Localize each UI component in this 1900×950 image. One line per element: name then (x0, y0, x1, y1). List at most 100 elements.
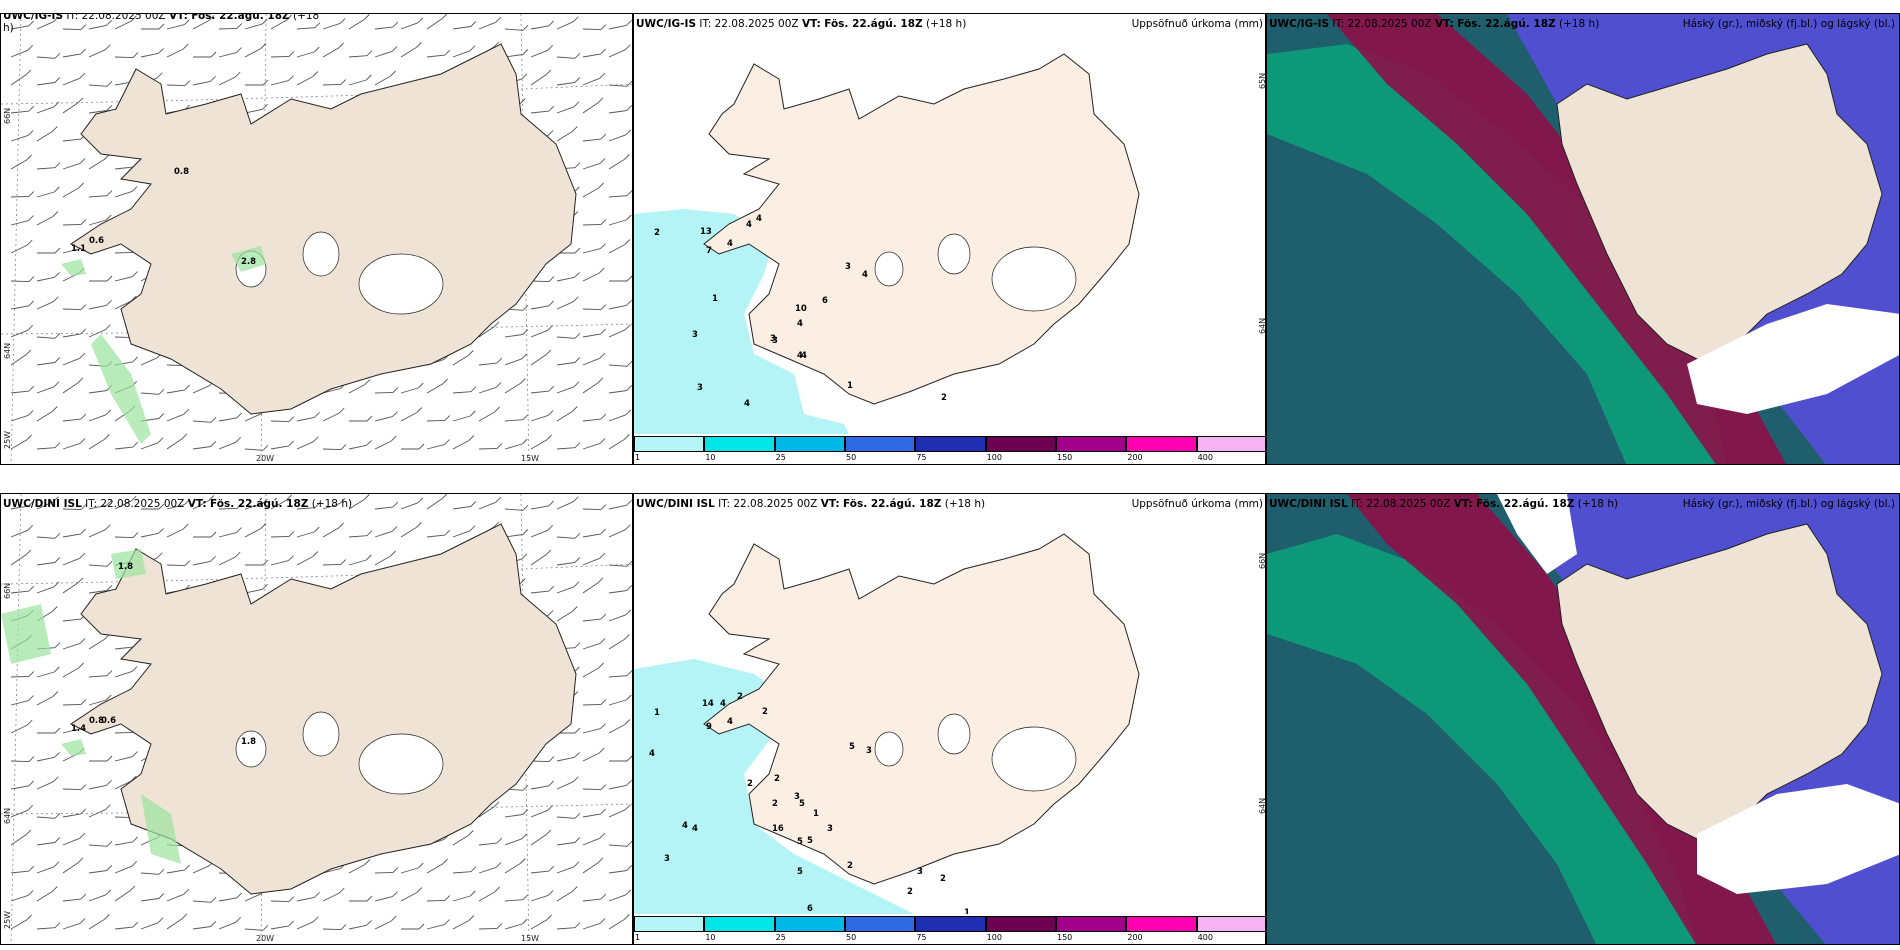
wind-barb-flag (106, 755, 113, 762)
wind-barb (608, 219, 627, 226)
map-clouds-igis (1267, 14, 1899, 464)
wind-barb-flag (392, 411, 398, 417)
wind-barb-flag (52, 211, 59, 217)
wind-barb-flag (79, 158, 86, 164)
wind-barb-flag (547, 130, 554, 136)
wind-barb-flag (548, 585, 555, 592)
wind-barb (530, 305, 549, 310)
wind-barb-flag (80, 784, 87, 790)
wind-barb (374, 920, 392, 930)
wind-barb (166, 564, 186, 567)
colorbar-segment (985, 436, 1056, 452)
wind-barb (62, 618, 81, 622)
wind-barb (348, 924, 367, 930)
wind-barb (348, 499, 365, 510)
wind-barb-flag (28, 300, 35, 307)
wind-barb-flag (130, 15, 137, 22)
wind-barb-flag (444, 529, 451, 536)
wind-barb (608, 24, 627, 30)
wind-barb-flag (236, 503, 243, 509)
wind-barb-flag (54, 271, 60, 278)
wind-barb-flag (599, 438, 606, 444)
wind-barb (608, 870, 627, 874)
colorbar-tick: 50 (846, 933, 857, 942)
wind-barb-flag (468, 915, 475, 921)
wind-barb-flag (623, 154, 630, 160)
wind-barb (582, 667, 599, 678)
wind-barb (88, 870, 107, 874)
wind-barb (36, 362, 55, 366)
wind-barb-flag (260, 523, 267, 529)
wind-barb-flag (158, 388, 165, 395)
wind-barb (322, 527, 339, 538)
value-label: 4 (682, 821, 688, 831)
wind-barb-flag (364, 859, 371, 865)
wind-barb (62, 187, 79, 198)
wind-barb (608, 919, 625, 930)
wind-barb-flag (27, 890, 34, 896)
panel-header: UWC/IG-IS IT: 22.08.2025 00Z VT: Fös. 22… (636, 18, 967, 30)
wind-barb (62, 557, 80, 566)
wind-barb (504, 838, 523, 846)
wind-barb (556, 56, 576, 59)
wind-barb-flag (391, 46, 398, 52)
wind-barb-flag (441, 494, 448, 500)
wind-barb (114, 300, 132, 310)
clear-sky-area (1497, 494, 1577, 574)
wind-barb (10, 134, 29, 142)
wind-barb (114, 251, 134, 254)
wind-barb (166, 438, 183, 450)
wind-barb (192, 446, 211, 450)
wind-barb (10, 280, 30, 283)
wind-barb (582, 557, 600, 566)
wind-barb-flag (158, 503, 165, 510)
wind-barb (426, 54, 445, 58)
wind-barb-flag (494, 886, 500, 893)
panel-precip-igis: UWC/IG-IS IT: 22.08.2025 00Z VT: Fös. 22… (633, 13, 1266, 465)
wind-barb (10, 414, 29, 422)
wind-barb (556, 301, 574, 310)
wind-barb-flag (26, 154, 32, 161)
wind-barb (62, 248, 81, 254)
wind-barb-flag (54, 77, 61, 83)
wind-barb-flag (132, 836, 139, 843)
wind-barb (10, 439, 27, 450)
wind-barb-flag (131, 186, 138, 192)
wind-barb-flag (105, 214, 112, 221)
wind-barb-flag (493, 41, 500, 48)
wind-barb (62, 28, 82, 31)
value-label: 3 (845, 262, 851, 272)
wind-barb (114, 56, 134, 59)
wind-barb-flag (54, 812, 61, 819)
wind-barb-flag (184, 19, 190, 25)
wind-barb (140, 922, 159, 930)
wind-barb-flag (80, 328, 87, 335)
wind-barb-flag (28, 671, 35, 677)
wind-barb (36, 191, 55, 198)
wind-barb-flag (573, 776, 579, 783)
wind-barb-flag (600, 723, 606, 729)
wind-barb (88, 195, 108, 198)
wind-barb-flag (522, 529, 529, 535)
wind-barb-flag (288, 440, 295, 447)
wind-barb-flag (288, 75, 294, 81)
wind-barb (36, 131, 53, 142)
wind-barb-flag (340, 444, 347, 450)
wind-barb (478, 447, 498, 450)
wind-barb (530, 760, 550, 763)
wind-barb-flag (181, 913, 188, 920)
wind-barb (296, 441, 314, 450)
wind-barb-flag (626, 360, 632, 367)
wind-barb-flag (626, 670, 632, 677)
wind-barb (374, 391, 394, 394)
wind-barb-flag (626, 840, 632, 847)
colorbar-segment (704, 436, 775, 452)
wind-barb (270, 925, 289, 930)
wind-barb (452, 415, 471, 422)
wind-barb (10, 74, 27, 86)
wind-barb-flag (573, 496, 579, 503)
wind-barb (88, 49, 106, 58)
wind-barb-flag (28, 105, 35, 112)
wind-barb-flag (132, 921, 139, 928)
wind-barb-flag (599, 638, 606, 644)
